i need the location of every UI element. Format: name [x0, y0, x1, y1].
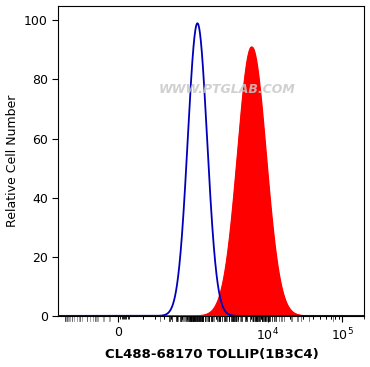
Text: WWW.PTGLAB.COM: WWW.PTGLAB.COM: [158, 83, 295, 96]
X-axis label: CL488-68170 TOLLIP(1B3C4): CL488-68170 TOLLIP(1B3C4): [105, 348, 318, 361]
Y-axis label: Relative Cell Number: Relative Cell Number: [6, 95, 18, 227]
